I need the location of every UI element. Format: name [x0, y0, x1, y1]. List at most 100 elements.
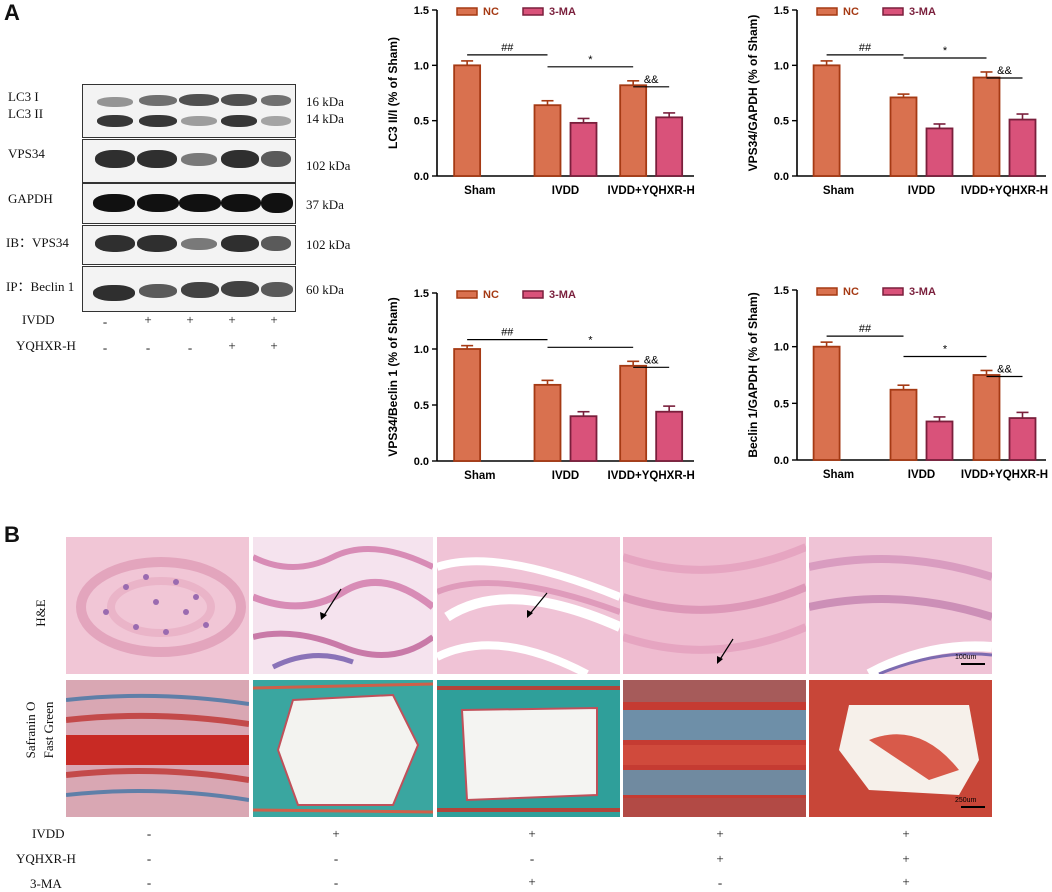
- row-label-safranin: Safranin O: [23, 701, 38, 759]
- hist-sign: -: [146, 851, 152, 866]
- chart1-legend-swatch: [882, 7, 904, 16]
- chart3-sig-label: *: [943, 343, 948, 355]
- hist-sign: +: [902, 826, 910, 841]
- panel-a-label: A: [4, 0, 20, 25]
- hist-sign: -: [146, 875, 152, 890]
- kda-lc3-i: 16 kDa: [306, 94, 344, 109]
- scale-bar-so: 250um: [955, 797, 977, 804]
- chart0-legend-swatch: [456, 7, 478, 16]
- chart1-sig-label: &&: [997, 65, 1012, 77]
- chart2-bar-nc: [533, 383, 562, 462]
- chart1-y-tick-label: 1.0: [774, 60, 789, 72]
- row-label-he: H&E: [33, 599, 48, 627]
- chart0-y-label: LC3 II/I (% of Sham): [386, 37, 400, 149]
- chart0-x-tick-label: IVDD+YQHXR-H: [608, 185, 695, 197]
- row-label-fastgreen: Fast Green: [41, 701, 56, 759]
- chart3-bar-nc: [972, 374, 1001, 461]
- hist-sign: +: [716, 826, 724, 841]
- chart3-sig-label: ##: [859, 323, 872, 335]
- he-image-sham: [66, 537, 249, 674]
- chart1-legend-label: 3-MA: [909, 6, 936, 18]
- scale-bar-he: 100um: [955, 654, 977, 661]
- chart0-bar-3-ma: [655, 116, 684, 177]
- blot-vps34: [82, 139, 296, 183]
- wb-sign: +: [144, 312, 152, 327]
- chart2-x-tick-label: IVDD+YQHXR-H: [608, 470, 695, 482]
- chart0-sig-label: *: [588, 54, 593, 66]
- hist-sign: -: [717, 875, 723, 890]
- so-image-3ma: [437, 680, 620, 817]
- chart1-legend-swatch: [816, 7, 838, 16]
- kda-vps34: 102 kDa: [306, 158, 351, 173]
- hist-condition-3ma: 3-MA: [30, 876, 62, 891]
- chart3-x-tick-label: IVDD+YQHXR-H: [961, 469, 1048, 481]
- wb-condition-yqhxr: YQHXR-H: [16, 338, 76, 353]
- he-image-3ma: [437, 537, 620, 674]
- kda-gapdh: 37 kDa: [306, 197, 344, 212]
- chart2-y-tick-label: 0.0: [414, 456, 429, 468]
- chart0-y-tick-label: 1.0: [414, 60, 429, 72]
- hist-sign: -: [333, 875, 339, 890]
- chart1-y-tick-label: 0.0: [774, 171, 789, 183]
- chart3-bar-nc: [889, 388, 918, 461]
- hist-sign: +: [902, 874, 910, 889]
- wb-condition-ivdd: IVDD: [22, 312, 55, 327]
- he-image-yqhxr-3ma: 100um: [809, 537, 992, 674]
- chart3-x-tick-label: Sham: [823, 469, 854, 481]
- chart2-y-tick-label: 1.5: [414, 288, 429, 300]
- chart3-legend-label: 3-MA: [909, 286, 936, 298]
- wb-sign: -: [102, 314, 108, 329]
- chart0-y-tick-label: 0.5: [414, 116, 429, 128]
- chart3-legend-swatch: [882, 287, 904, 296]
- hist-sign: +: [332, 826, 340, 841]
- chart2-y-tick-label: 0.5: [414, 400, 429, 412]
- chart3-bar-3-ma: [1008, 417, 1037, 461]
- wb-sign: +: [270, 338, 278, 353]
- chart2-legend-label: NC: [483, 289, 499, 301]
- chart2-legend-swatch: [522, 290, 544, 299]
- chart2-sig-label: ##: [501, 327, 514, 339]
- chart3-legend-swatch: [816, 287, 838, 296]
- he-image-ivdd: [253, 537, 433, 674]
- chart2-y-label: VPS34/Beclin 1 (% of Sham): [386, 297, 400, 456]
- panel-b-label: B: [4, 522, 20, 547]
- hist-condition-ivdd: IVDD: [32, 826, 65, 841]
- hist-sign: +: [528, 874, 536, 889]
- chart1-sig-label: ##: [859, 42, 872, 54]
- he-image-yqhxr: [623, 537, 806, 674]
- wb-label-ib-vps34: IB：VPS34: [6, 235, 69, 250]
- chart2-bar-3-ma: [569, 415, 598, 462]
- chart3-sig-label: &&: [997, 363, 1012, 375]
- chart0-x-tick-label: IVDD: [552, 185, 579, 197]
- chart2-y-tick-label: 1.0: [414, 344, 429, 356]
- so-image-yqhxr-3ma: 250um: [809, 680, 992, 817]
- bar-chart-beclin1-gapdh: 0.0 0.5 1.0 1.5 Beclin 1/GAPDH (% of Sham) Sh…: [746, 285, 1048, 481]
- chart1-x-tick-label: Sham: [823, 185, 854, 197]
- chart2-bar-nc: [619, 364, 648, 462]
- chart3-y-label: Beclin 1/GAPDH (% of Sham): [746, 292, 760, 457]
- blot-ip-beclin1: [82, 266, 296, 312]
- chart1-y-label: VPS34/GAPDH (% of Sham): [746, 15, 760, 172]
- chart2-x-tick-label: IVDD: [552, 470, 579, 482]
- chart2-bar-nc: [453, 348, 482, 462]
- hist-sign: +: [902, 851, 910, 866]
- chart0-legend-label: NC: [483, 6, 499, 18]
- chart0-bar-nc: [533, 104, 562, 177]
- blot-gapdh: [82, 183, 296, 224]
- chart3-bar-3-ma: [925, 420, 954, 461]
- chart3-y-tick-label: 0.0: [774, 455, 789, 467]
- chart2-sig-label: &&: [644, 354, 659, 366]
- wb-sign: +: [228, 312, 236, 327]
- chart0-bar-nc: [619, 84, 648, 177]
- so-image-yqhxr: [623, 680, 806, 817]
- wb-sign: -: [102, 340, 108, 355]
- wb-sign: +: [186, 312, 194, 327]
- chart0-sig-label: ##: [501, 42, 514, 54]
- chart0-sig-label: &&: [644, 74, 659, 86]
- wb-sign: +: [270, 312, 278, 327]
- chart3-x-tick-label: IVDD: [908, 469, 935, 481]
- hist-sign: -: [333, 851, 339, 866]
- chart1-bar-nc: [889, 96, 918, 177]
- chart3-y-tick-label: 1.0: [774, 342, 789, 354]
- chart0-legend-swatch: [522, 7, 544, 16]
